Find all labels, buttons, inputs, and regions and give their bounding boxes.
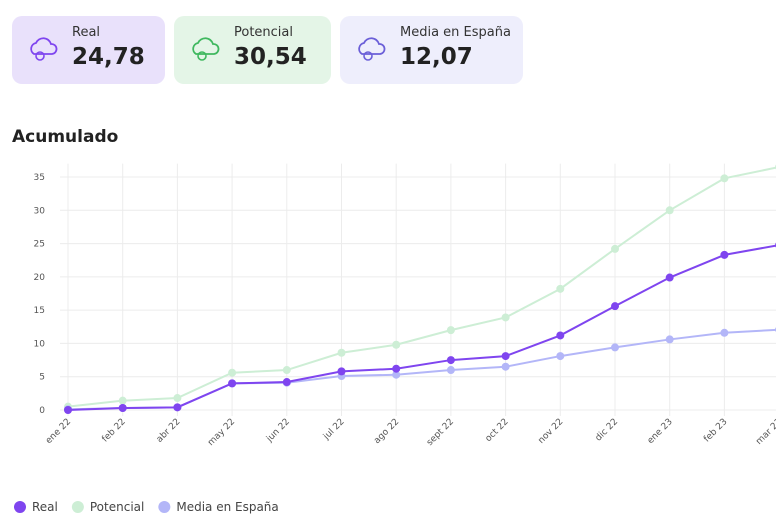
point <box>392 364 401 373</box>
point <box>501 352 510 361</box>
y-tick-label: 25 <box>34 240 45 250</box>
point <box>720 174 729 183</box>
point <box>556 331 565 340</box>
card-media: Media en España 12,07 <box>340 16 523 84</box>
point <box>611 343 619 352</box>
x-tick-label: dic 22 <box>594 417 621 444</box>
x-tick-label: sept 22 <box>425 417 456 448</box>
point <box>611 244 619 253</box>
x-tick-label: nov 22 <box>537 417 566 446</box>
point <box>665 273 674 282</box>
y-tick-label: 15 <box>34 306 45 316</box>
legend-swatch <box>158 501 171 513</box>
y-tick-label: 10 <box>34 339 46 349</box>
icon <box>192 37 220 61</box>
x-tick-label: mar 23 <box>754 417 776 447</box>
point <box>665 206 674 215</box>
series-line <box>67 244 776 411</box>
point <box>446 356 455 365</box>
card-real: Real 24,78 <box>12 16 165 84</box>
card-label: Potencial <box>234 25 294 40</box>
point <box>282 378 291 387</box>
point <box>501 313 510 322</box>
point <box>228 368 237 377</box>
point <box>556 352 565 361</box>
point <box>665 335 674 344</box>
x-tick-label: jul 22 <box>321 417 346 442</box>
y-tick-label: 20 <box>34 273 46 283</box>
x-tick-label: abr 22 <box>155 417 183 445</box>
point <box>337 367 346 376</box>
point <box>118 404 127 413</box>
x-tick-label: may 22 <box>206 417 237 448</box>
chart-title: Acumulado <box>12 127 118 147</box>
x-tick-label: jun 22 <box>264 417 292 445</box>
y-tick-label: 35 <box>34 173 45 183</box>
card-label: Media en España <box>400 25 511 40</box>
card-label: Real <box>72 25 101 40</box>
point <box>556 284 565 293</box>
legend-label: Real <box>32 500 58 514</box>
point <box>446 326 455 335</box>
legend-swatch <box>71 501 84 513</box>
point <box>118 396 127 405</box>
legend-label: Media en España <box>176 500 278 514</box>
y-tick-label: 5 <box>39 373 45 383</box>
card-value: 12,07 <box>400 44 473 70</box>
point <box>173 394 182 403</box>
point <box>501 362 510 371</box>
card-value: 30,54 <box>234 44 307 70</box>
point <box>228 379 237 388</box>
point <box>392 370 401 379</box>
point <box>611 302 619 311</box>
legend-label: Potencial <box>90 500 144 514</box>
point <box>173 403 182 412</box>
y-tick-label: 0 <box>39 406 45 416</box>
point <box>337 348 346 357</box>
icon <box>358 37 386 61</box>
x-tick-label: ago 22 <box>372 417 401 446</box>
point <box>64 406 72 414</box>
x-tick-label: oct 22 <box>484 417 511 444</box>
point <box>720 250 729 259</box>
card-potencial: Potencial 30,54 <box>174 16 331 84</box>
y-tick-label: 30 <box>34 206 46 216</box>
x-tick-label: ene 23 <box>646 417 675 446</box>
legend-swatch <box>14 501 26 513</box>
card-value: 24,78 <box>72 44 145 70</box>
series-line <box>67 166 776 408</box>
point <box>720 328 729 337</box>
x-tick-label: feb 22 <box>100 417 127 444</box>
point <box>446 366 455 375</box>
icon <box>30 37 58 61</box>
point <box>282 366 291 375</box>
x-tick-label: feb 23 <box>702 417 729 444</box>
x-tick-label: ene 22 <box>44 417 73 446</box>
point <box>392 340 401 349</box>
